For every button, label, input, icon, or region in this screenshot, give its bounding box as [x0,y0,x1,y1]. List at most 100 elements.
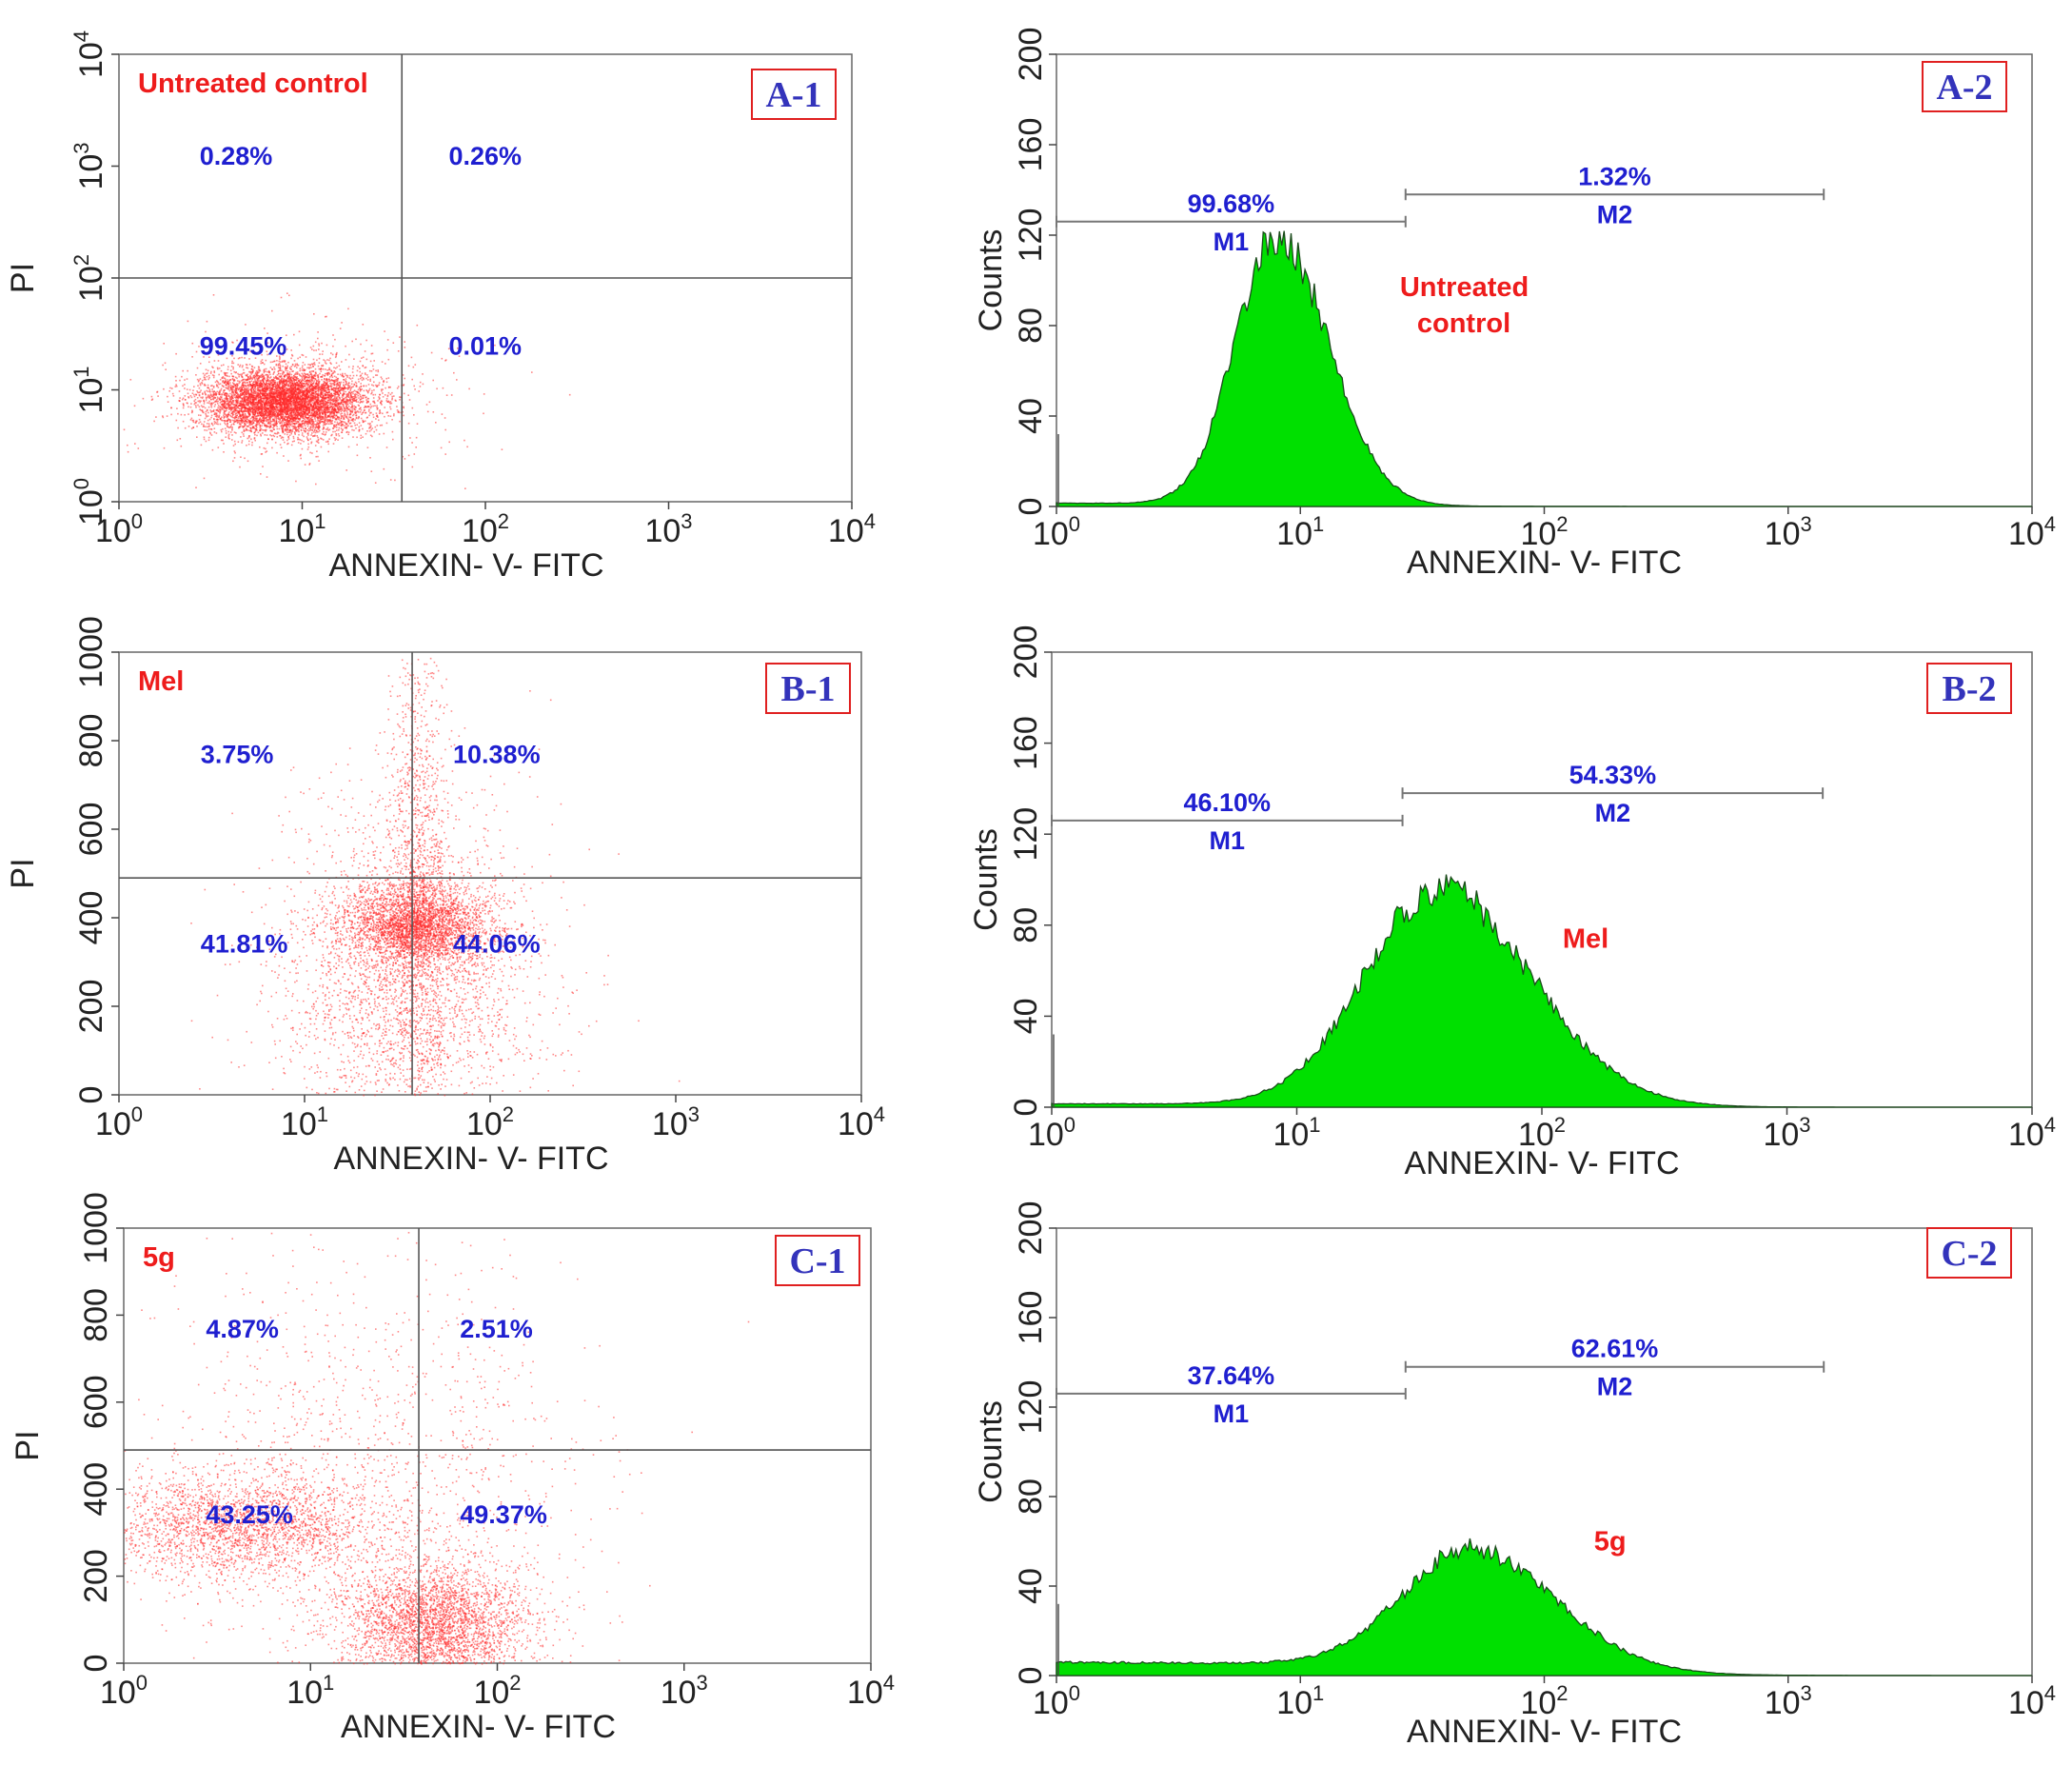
dot [345,359,347,361]
dot [312,407,314,408]
dot [283,388,286,390]
dot [386,394,389,397]
dot [255,397,257,400]
dot [352,390,355,393]
dot [303,417,306,420]
dot [376,408,379,410]
dot [280,413,283,415]
dot [184,379,186,381]
dot [223,377,226,379]
dot [338,427,341,429]
dot [207,428,210,430]
dot [294,404,296,407]
dot [209,394,211,397]
dot [306,407,307,409]
dot [307,443,309,446]
dot [195,405,197,407]
dot [355,390,357,393]
dot [301,415,303,418]
dot [292,435,295,438]
dot [310,423,312,426]
dot [265,400,267,402]
dot [356,398,358,401]
dot [318,362,321,364]
dot [262,373,264,376]
dot [211,374,214,376]
dot [247,411,249,413]
dot [254,410,256,412]
dot [255,428,258,430]
dot [337,408,339,410]
dot [300,398,302,401]
dot [239,417,241,419]
dot [326,427,329,429]
dot [306,402,307,405]
dot [208,361,210,364]
dot [203,403,206,405]
dot [184,387,186,389]
dot [358,405,360,407]
dot [222,439,224,442]
dot [365,367,367,368]
dot [242,379,244,382]
dot [293,423,295,425]
dot [270,398,272,401]
dot [186,388,188,390]
dot [273,367,275,368]
dot [372,416,375,419]
dot [309,393,311,395]
dot [332,399,334,401]
dot [223,403,226,406]
dot [262,384,264,387]
dot [299,367,302,370]
dot [232,417,235,419]
dot [265,387,267,389]
dot [318,380,320,382]
dot [237,393,239,396]
dot [360,383,362,385]
dot [338,424,340,427]
dot [345,381,347,384]
dot [323,427,325,428]
dot [228,427,230,428]
dot [303,393,306,395]
dot [325,433,326,435]
dot [205,368,207,371]
dot [227,400,229,402]
dot [325,385,326,387]
dot [229,398,231,400]
dot [253,398,256,401]
dot [389,393,392,396]
dot [245,423,247,426]
dot [294,428,297,430]
dot [254,415,256,417]
dot [375,384,377,387]
dot [332,387,335,389]
dot [215,399,218,401]
dot [251,416,253,418]
dot [255,417,258,420]
dot [265,417,267,419]
dot [345,426,348,428]
dot [369,407,372,409]
dot [299,405,301,407]
dot [310,421,313,423]
dot [337,406,339,408]
dot [299,396,302,399]
dot [320,385,323,387]
dot [220,401,223,403]
dot [292,370,294,372]
dot [233,431,236,433]
dot [230,400,232,403]
dot [228,438,230,440]
dot [283,371,286,374]
dot [300,380,303,383]
dot [269,420,271,422]
dot [270,351,273,353]
dot [196,397,199,399]
dot [269,390,271,392]
dot [319,403,322,406]
dot [311,375,314,378]
dot [244,382,247,385]
dot [265,451,266,453]
